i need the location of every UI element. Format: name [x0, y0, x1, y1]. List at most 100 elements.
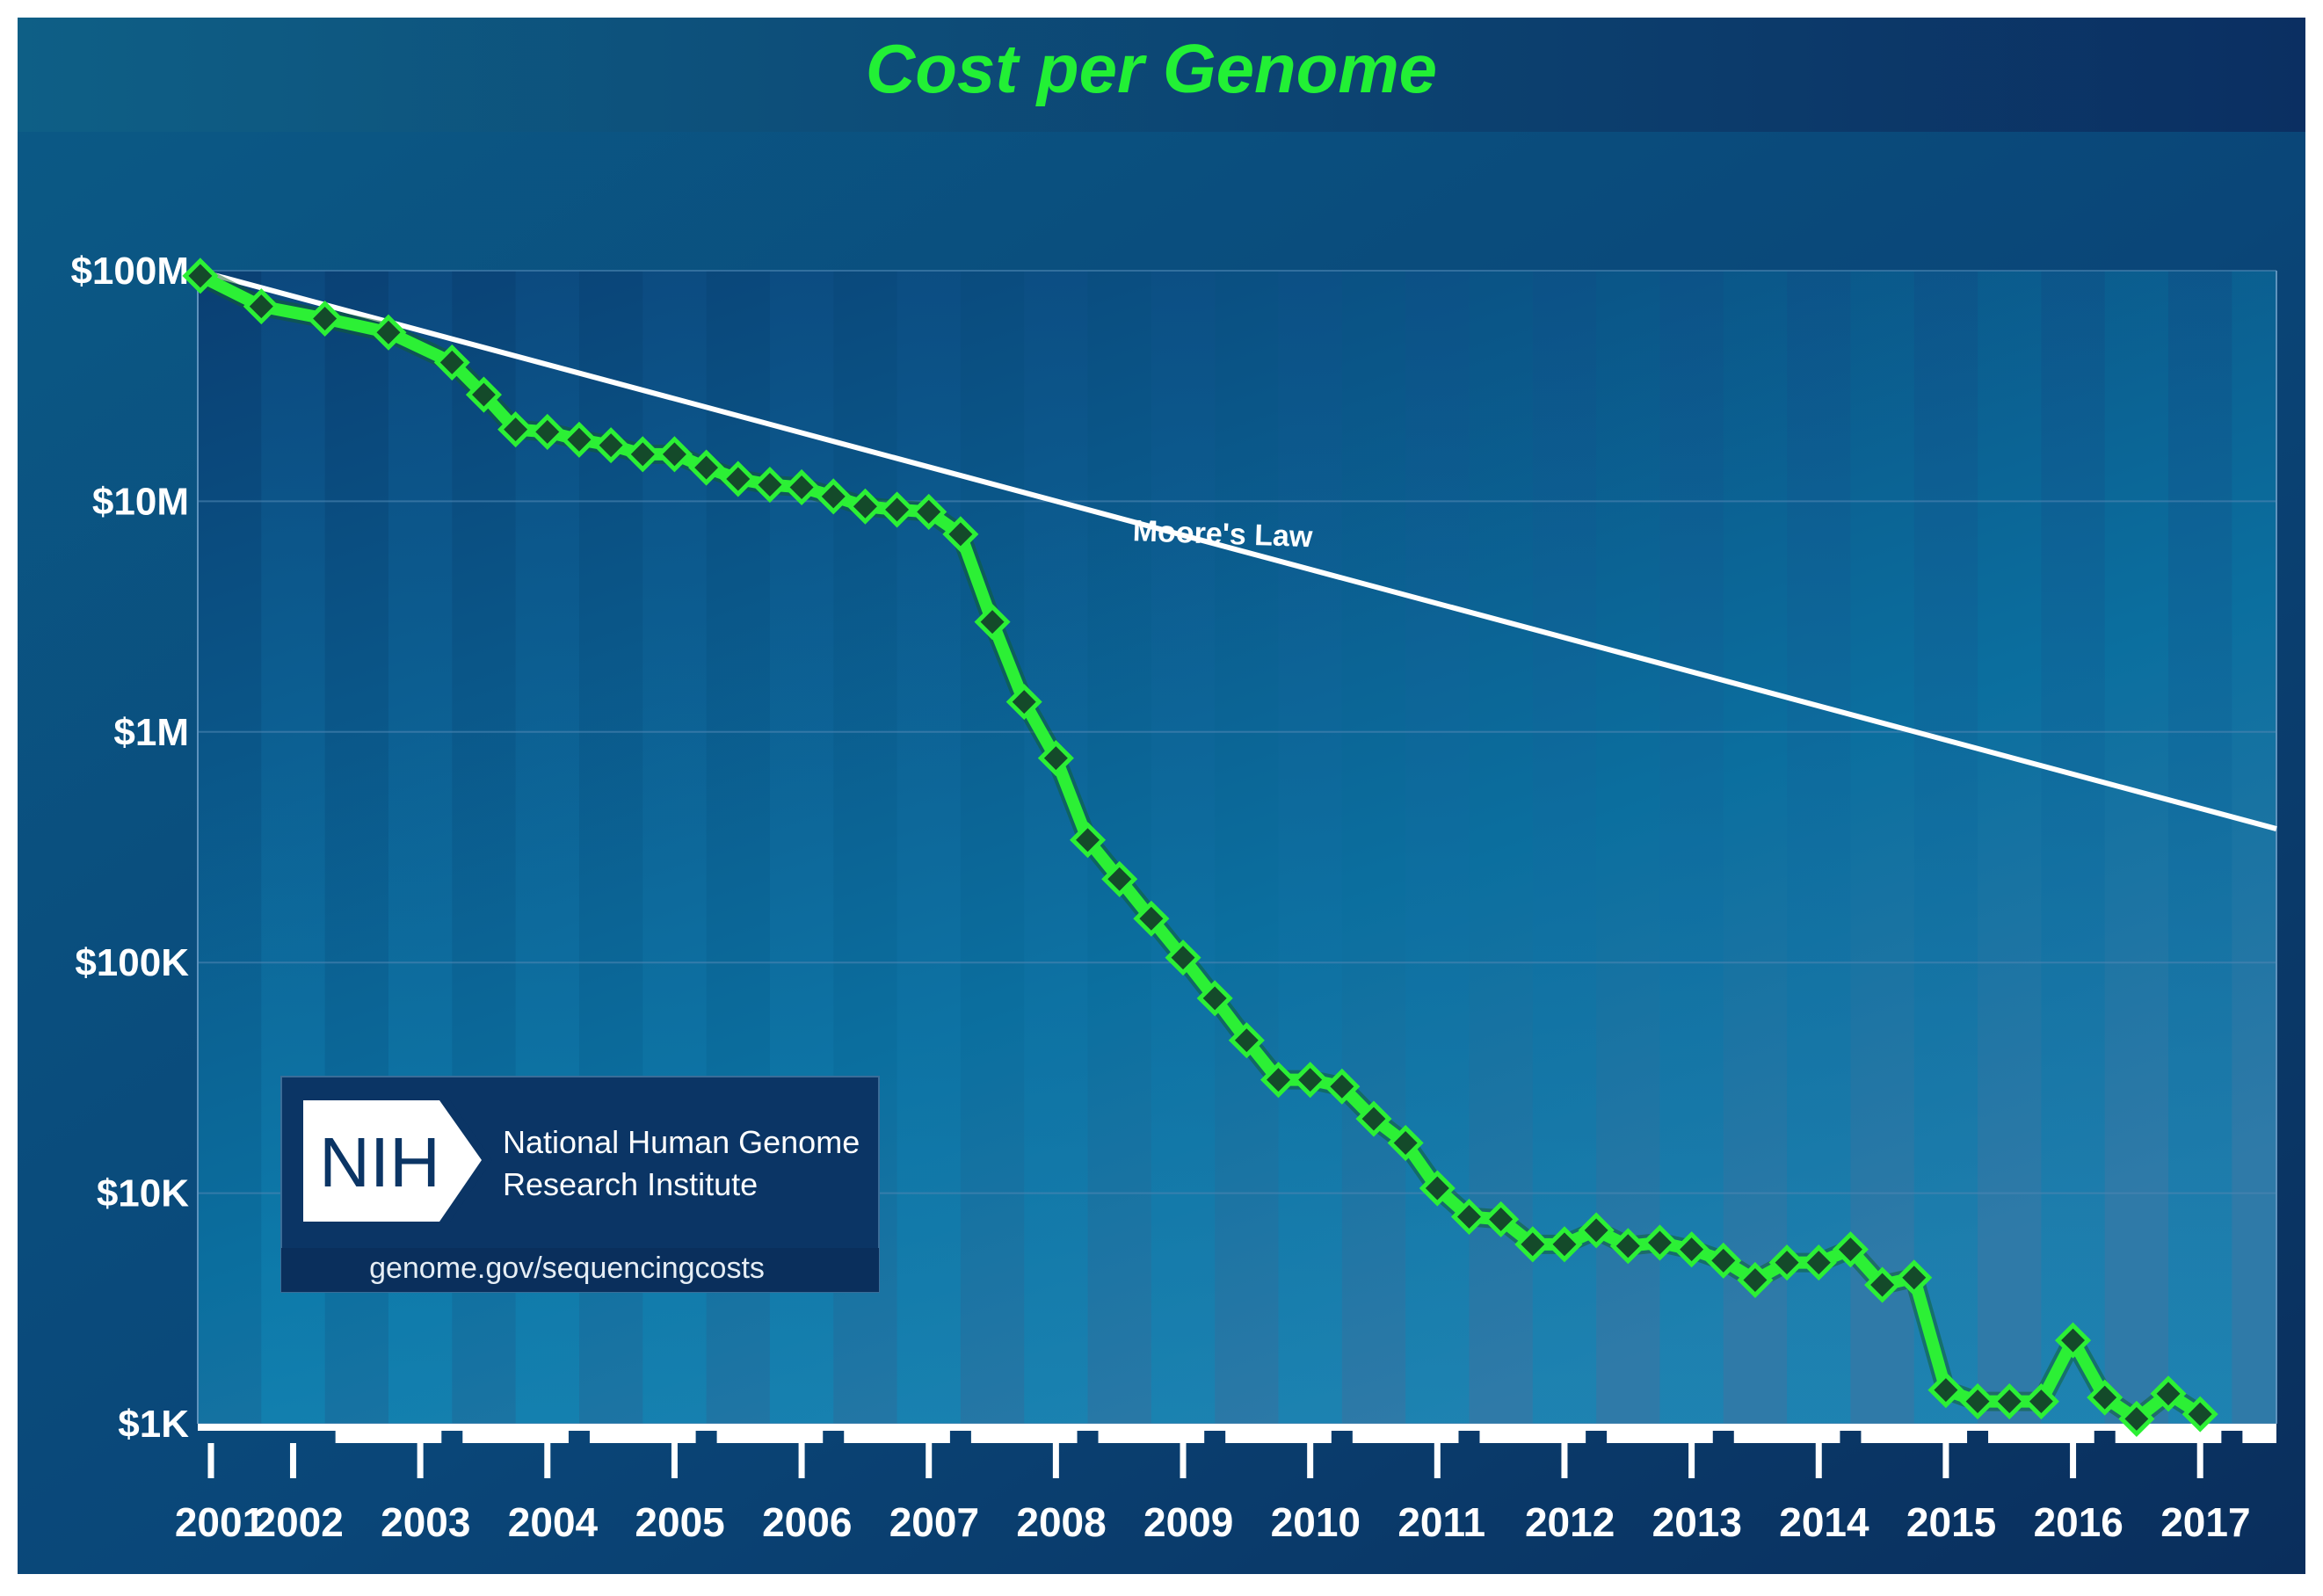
cost-data-point — [529, 413, 566, 450]
x-axis-baseline-segment — [2115, 1431, 2222, 1443]
cost-data-point — [751, 467, 788, 504]
cost-data-point — [1037, 740, 1074, 777]
x-axis-baseline-segment — [716, 1431, 824, 1443]
y-tick-label: $10K — [97, 1172, 189, 1215]
year-stripe — [897, 271, 961, 1424]
x-axis-baseline-segment — [2242, 1431, 2276, 1443]
cost-data-point — [1483, 1201, 1520, 1237]
nih-logo-box: NIH National Human Genome Research Insti… — [280, 1076, 880, 1293]
year-stripe — [1405, 271, 1470, 1424]
cost-data-point — [1959, 1383, 1996, 1420]
x-axis-baseline-segment — [1861, 1431, 1968, 1443]
x-axis-baseline-segment — [1098, 1431, 1205, 1443]
cost-data-point — [2055, 1322, 2092, 1359]
cost-data-point — [1864, 1266, 1901, 1303]
x-tick-label: 2007 — [889, 1499, 979, 1545]
cost-data-point — [2181, 1396, 2218, 1433]
x-axis-baseline-segment — [1479, 1431, 1586, 1443]
annotation-layer: Moore's Law — [1132, 514, 1313, 554]
x-axis-baseline-segment — [1733, 1431, 1840, 1443]
cost-data-point — [561, 421, 598, 458]
x-axis-baseline-segment — [844, 1431, 950, 1443]
x-tick-label: 2004 — [508, 1499, 599, 1545]
x-axis-baseline-segment — [462, 1431, 569, 1443]
y-axis-tick-labels: $100M $10M $1M $100K $10K $1K — [70, 250, 189, 1446]
cost-data-point — [1896, 1259, 1933, 1296]
x-tick-label: 2014 — [1779, 1499, 1869, 1545]
y-tick-label: $1K — [118, 1403, 189, 1446]
cost-data-point — [720, 461, 757, 497]
x-tick-label: 2011 — [1397, 1499, 1485, 1545]
cost-data-point — [1927, 1372, 1964, 1409]
logo-url-band — [281, 1248, 879, 1292]
year-stripe — [1787, 271, 1851, 1424]
x-axis-baseline-segment — [335, 1431, 442, 1443]
y-tick-label: $100M — [70, 250, 189, 293]
x-tick-label: 2016 — [2034, 1499, 2123, 1545]
cost-data-point — [1641, 1224, 1678, 1261]
cost-data-point — [942, 516, 979, 553]
cost-data-point — [1450, 1198, 1488, 1235]
cost-data-point — [1292, 1062, 1329, 1099]
cost-data-point — [1673, 1231, 1710, 1268]
cost-data-point — [656, 436, 693, 473]
cost-data-point — [1609, 1228, 1646, 1265]
year-stripe — [1278, 271, 1342, 1424]
x-tick-label: 2006 — [762, 1499, 852, 1545]
x-tick-label: 2017 — [2160, 1499, 2250, 1545]
year-stripe — [2168, 271, 2232, 1424]
cost-data-point — [592, 427, 629, 464]
cost-data-point — [1546, 1226, 1583, 1263]
cost-data-point — [370, 314, 407, 351]
logo-line-2: Research Institute — [503, 1166, 758, 1202]
cost-data-point — [783, 468, 820, 506]
x-axis-baseline-segment — [1988, 1431, 2094, 1443]
x-axis-baseline-segment — [970, 1431, 1078, 1443]
marker-layer — [182, 258, 2218, 1437]
x-tick-label: 2003 — [381, 1499, 470, 1545]
cost-data-point — [688, 449, 725, 486]
cost-data-point — [1737, 1261, 1774, 1298]
x-axis-baseline-segment — [1607, 1431, 1713, 1443]
nih-badge-chevron — [439, 1100, 492, 1222]
cost-data-point — [624, 436, 661, 473]
y-tick-label: $100K — [75, 941, 189, 984]
y-tick-label: $10M — [92, 480, 189, 523]
logo-line-1: National Human Genome — [503, 1124, 860, 1160]
moores-law-label: Moore's Law — [1132, 514, 1313, 554]
cost-data-point — [1387, 1124, 1424, 1162]
cost-data-point — [465, 376, 502, 413]
cost-data-point — [182, 258, 219, 294]
x-tick-label: 2010 — [1271, 1499, 1361, 1545]
cost-data-point — [2087, 1379, 2123, 1416]
logo-url: genome.gov/sequencingcosts — [369, 1251, 765, 1285]
cost-data-point — [1832, 1231, 1869, 1268]
chart-title: Cost per Genome — [866, 30, 1437, 107]
cost-data-point — [2150, 1375, 2187, 1412]
cost-data-point — [1133, 900, 1170, 937]
x-tick-label: 2013 — [1652, 1499, 1742, 1545]
year-stripe — [1151, 271, 1216, 1424]
x-axis-baseline — [198, 1424, 2276, 1443]
cost-data-point — [2118, 1400, 2155, 1437]
x-tick-label: 2012 — [1525, 1499, 1615, 1545]
cost-data-point — [1070, 822, 1107, 859]
cost-data-point — [815, 478, 852, 515]
cost-data-point — [1165, 939, 1201, 976]
x-axis-tick-marks — [207, 1443, 2203, 1478]
x-axis-baseline-bar — [198, 1424, 2276, 1431]
cost-data-point — [1005, 684, 1042, 721]
cost-data-point — [307, 300, 344, 337]
cost-data-point — [243, 288, 279, 325]
cost-data-point — [433, 344, 470, 381]
cost-data-point — [1355, 1100, 1392, 1137]
cost-data-point — [1228, 1022, 1265, 1059]
cost-data-point — [911, 493, 947, 530]
cost-data-point — [1800, 1244, 1837, 1281]
cost-data-point — [879, 491, 916, 528]
year-stripe — [1913, 271, 1978, 1424]
cost-data-point — [1196, 980, 1233, 1017]
cost-data-point — [497, 411, 534, 448]
